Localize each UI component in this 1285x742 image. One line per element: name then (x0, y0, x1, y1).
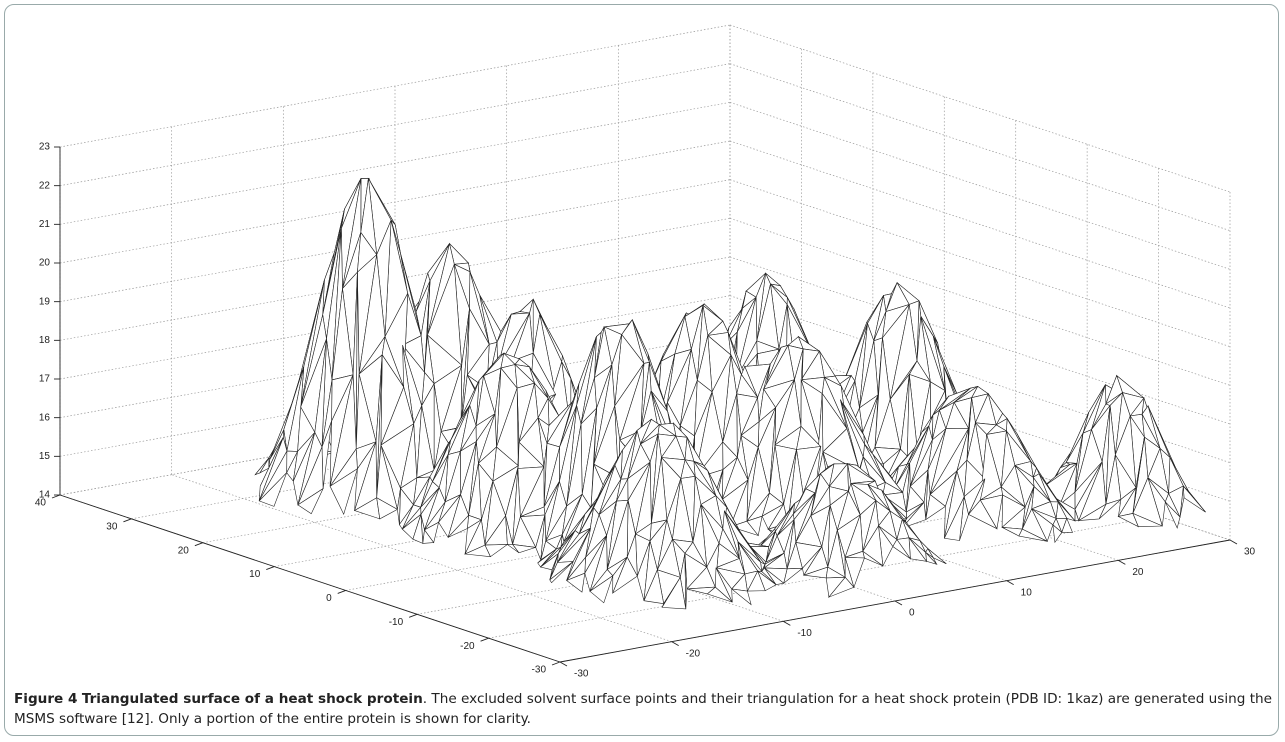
mesh-triangle (565, 572, 586, 593)
z-tick-label: 17 (39, 374, 51, 385)
tick-mark (337, 590, 346, 594)
mesh-triangle (901, 501, 927, 529)
z-tick-label: 23 (39, 142, 51, 153)
x-tick-label: 30 (1244, 547, 1256, 558)
y-tick-label: 40 (35, 498, 47, 509)
z-tick-label: 19 (39, 296, 51, 307)
mesh-triangle (968, 499, 998, 530)
surface-plot: 14 15 16 17 18 19 20 21 22 23 40 30 20 10 0 -10 -20 -30 -3… (35, 24, 1256, 680)
z-tick-label: 18 (39, 335, 51, 346)
tick-mark (480, 637, 489, 642)
z-tick-label: 21 (39, 219, 51, 230)
y-tick-label: -30 (532, 665, 547, 676)
tick-mark (1006, 580, 1014, 586)
tick-mark (123, 518, 132, 523)
tick-mark (671, 641, 679, 647)
figure-title: Triangulated surface of a heat shock pro… (81, 691, 423, 707)
mesh-triangle (827, 576, 855, 598)
tick-mark (266, 566, 275, 570)
figure-frame (4, 4, 1279, 736)
x-tick-label: 0 (909, 608, 915, 619)
mesh-triangle (686, 586, 717, 595)
tick-mark (559, 661, 568, 667)
grid-line (729, 256, 1231, 425)
grid-line (729, 63, 1231, 231)
tick-mark (894, 600, 903, 606)
mesh-triangle (1052, 524, 1063, 544)
mesh-triangle (297, 487, 324, 515)
mesh-triangle (661, 576, 687, 610)
mesh-triangle (412, 514, 424, 544)
mesh-triangle (1165, 501, 1181, 529)
mesh-triangle (1078, 503, 1107, 521)
surface-mesh (254, 177, 1206, 610)
tick-mark (194, 542, 204, 547)
tick-mark (408, 613, 418, 618)
mesh-triangle (549, 561, 574, 584)
mesh-triangle (943, 496, 965, 541)
mesh-triangle (684, 553, 688, 609)
y-tick-label: 10 (249, 569, 261, 580)
z-tick-label: 16 (39, 412, 51, 423)
tick-mark (783, 620, 791, 626)
mesh-triangle (730, 588, 752, 606)
x-tick-label: -10 (797, 628, 812, 639)
x-tick-label: -20 (686, 648, 701, 659)
grid-line (729, 218, 1231, 386)
mesh-triangle (925, 493, 946, 521)
x-axis (559, 539, 1231, 663)
mesh-triangle (397, 488, 401, 525)
mesh-triangle (1061, 517, 1073, 533)
y-tick-label: 0 (326, 593, 332, 604)
mesh-triangle (612, 556, 638, 594)
grid-line (729, 140, 1231, 309)
mesh-triangle (1018, 528, 1048, 542)
z-tick-label: 20 (39, 258, 51, 269)
mesh-triangle (376, 497, 399, 520)
grid-line (729, 179, 1231, 347)
mesh-triangle (422, 529, 435, 544)
caption-text: . The excluded solvent surface points an… (14, 691, 1272, 727)
y-axis (59, 494, 561, 663)
y-tick-label: 30 (106, 521, 118, 532)
mesh-triangle (549, 553, 559, 580)
mesh-triangle (258, 472, 287, 507)
x-tick-label: -30 (574, 669, 589, 680)
mesh-triangle (447, 514, 469, 538)
tick-mark (1229, 539, 1238, 545)
figure-caption: Figure 4 Triangulated surface of a heat … (14, 689, 1272, 729)
mesh-triangle (892, 538, 911, 560)
x-tick-label: 10 (1021, 587, 1033, 598)
mesh-triangle (329, 468, 358, 516)
y-tick-label: -20 (460, 641, 475, 652)
z-tick-label: 15 (39, 451, 51, 462)
mesh-triangle (729, 520, 760, 537)
grid-line (729, 102, 1231, 270)
mesh-triangle (1132, 512, 1163, 528)
grid-line (171, 474, 672, 642)
tick-mark (1118, 559, 1126, 565)
x-tick-label: 20 (1132, 567, 1144, 578)
grid-line (729, 24, 1231, 193)
mesh-triangle (506, 544, 520, 554)
mesh-triangle (589, 575, 614, 604)
y-tick-label: -10 (389, 617, 404, 628)
z-tick-label: 14 (39, 490, 51, 501)
y-tick-label: 20 (178, 545, 190, 556)
tick-mark (551, 661, 561, 666)
mesh-triangle (1182, 485, 1206, 513)
mesh-triangle (463, 544, 491, 558)
mesh-triangle (643, 568, 665, 605)
figure-label: Figure 4 (14, 691, 78, 707)
z-tick-label: 22 (39, 180, 51, 191)
grid-line (729, 295, 1231, 463)
tick-mark (51, 494, 61, 499)
